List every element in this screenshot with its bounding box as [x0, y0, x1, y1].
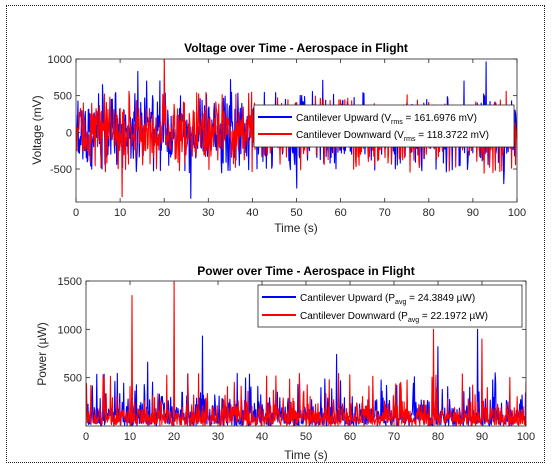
- voltage-chart-xlabel: Time (s): [274, 221, 318, 235]
- power-x-ticks: 0 10 20 30 40 50 60 70 80 90 100: [83, 281, 535, 443]
- power-chart-ylabel: Power (µW): [35, 322, 49, 386]
- x-tick-label: 20: [158, 207, 170, 219]
- x-tick-label: 50: [290, 207, 302, 219]
- power-chart-xlabel: Time (s): [284, 448, 328, 462]
- x-tick-label: 100: [508, 207, 526, 219]
- series-line-downward: [86, 281, 526, 426]
- power-plot-area: [86, 281, 526, 426]
- voltage-chart-title: Voltage over Time - Aerospace in Flight: [184, 41, 408, 55]
- power-legend-entry-downward: Cantilever Downward (Pavg = 22.1972 µW): [300, 311, 488, 324]
- x-tick-label: 0: [73, 207, 79, 219]
- x-tick-label: 60: [344, 431, 356, 443]
- x-tick-label: 100: [517, 431, 535, 443]
- x-tick-label: 40: [246, 207, 258, 219]
- power-axes-box: [85, 280, 527, 427]
- series-line-upward: [86, 328, 526, 426]
- x-tick-label: 90: [467, 207, 479, 219]
- y-tick-label: 1000: [48, 54, 72, 66]
- x-tick-label: 70: [379, 207, 391, 219]
- power-chart-title: Power over Time - Aerospace in Flight: [197, 264, 414, 278]
- x-tick-label: 10: [114, 207, 126, 219]
- power-legend-entry-upward: Cantilever Upward (Pavg = 24.3849 µW): [300, 293, 475, 306]
- x-tick-label: 80: [432, 431, 444, 443]
- x-tick-label: 30: [212, 431, 224, 443]
- voltage-legend: Cantilever Upward (Vrms = 161.6976 mV) C…: [253, 104, 515, 148]
- voltage-axes-box: [75, 58, 518, 203]
- power-y-ticks: 1500 1000 500: [58, 276, 526, 385]
- y-tick-label: -500: [50, 164, 72, 176]
- power-legend: Cantilever Upward (Pavg = 24.3849 µW) Ca…: [257, 284, 523, 328]
- y-tick-label: 1000: [58, 324, 82, 336]
- y-tick-label: 500: [64, 373, 82, 385]
- voltage-chart: Voltage over Time - Aerospace in Flight …: [30, 41, 526, 235]
- x-tick-label: 0: [83, 431, 89, 443]
- voltage-chart-ylabel: Voltage (mV): [30, 95, 44, 164]
- x-tick-label: 80: [423, 207, 435, 219]
- x-tick-label: 70: [388, 431, 400, 443]
- x-tick-label: 10: [124, 431, 136, 443]
- voltage-y-ticks: 1000 500 0 -500: [48, 54, 517, 176]
- y-tick-label: 0: [66, 127, 72, 139]
- voltage-legend-entry-downward: Cantilever Downward (Vrms = 118.3722 mV): [296, 130, 489, 143]
- y-tick-label: 1500: [58, 276, 82, 288]
- power-legend-box: [257, 284, 523, 328]
- figure-frame: [6, 5, 545, 463]
- x-tick-label: 90: [476, 431, 488, 443]
- voltage-legend-box: [253, 104, 515, 148]
- power-chart: Power over Time - Aerospace in Flight Po…: [35, 264, 535, 462]
- x-tick-label: 30: [202, 207, 214, 219]
- voltage-x-ticks: 0 10 20 30 40 50 60 70 80 90 100: [73, 59, 526, 219]
- x-tick-label: 50: [300, 431, 312, 443]
- x-tick-label: 40: [256, 431, 268, 443]
- x-tick-label: 20: [168, 431, 180, 443]
- voltage-legend-entry-upward: Cantilever Upward (Vrms = 161.6976 mV): [296, 113, 477, 126]
- x-tick-label: 60: [334, 207, 346, 219]
- y-tick-label: 500: [54, 91, 72, 103]
